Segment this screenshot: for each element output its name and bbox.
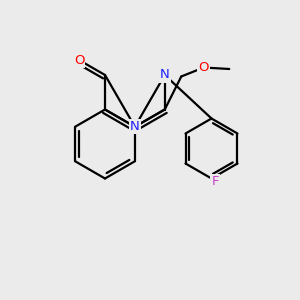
Text: O: O — [199, 61, 209, 74]
Text: N: N — [130, 120, 140, 133]
Text: O: O — [74, 53, 84, 67]
Text: F: F — [211, 175, 219, 188]
Text: N: N — [160, 68, 169, 82]
